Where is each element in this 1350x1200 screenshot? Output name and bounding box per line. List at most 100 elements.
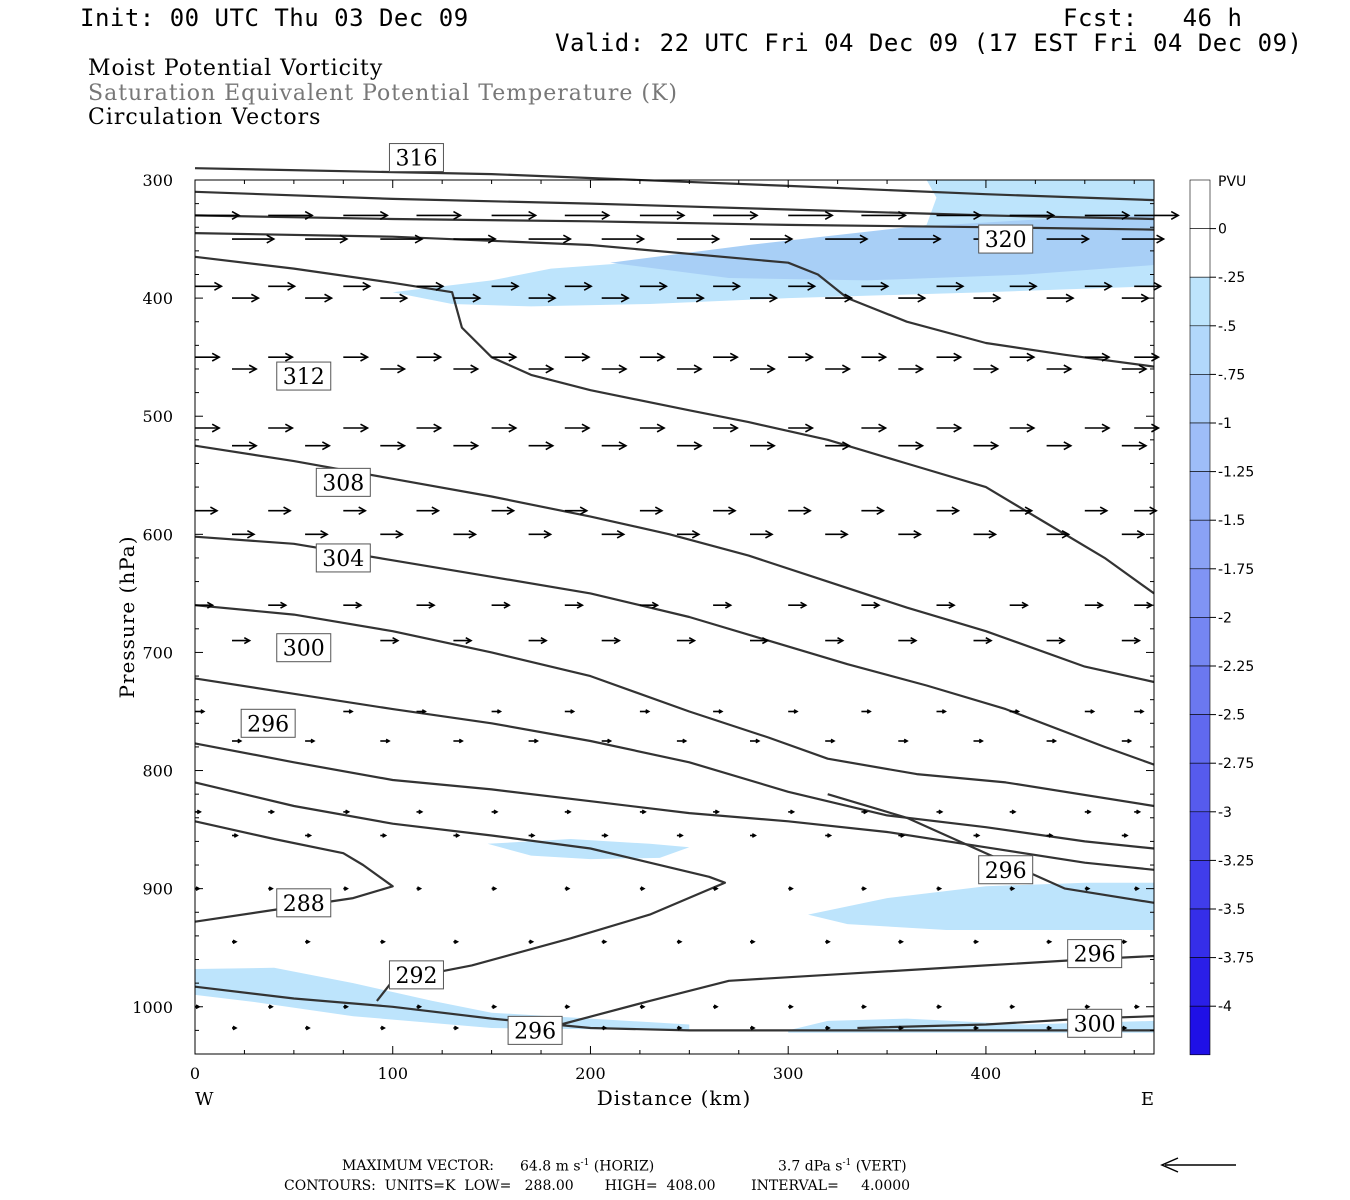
vector-arrow [453, 637, 473, 645]
colorbar-tick-label: -.75 [1218, 367, 1245, 383]
vector-head [602, 939, 608, 945]
vector-head [973, 210, 983, 220]
colorbar-swatch [1189, 568, 1211, 618]
vector-arrow [1121, 1025, 1128, 1031]
vector-arrow [380, 637, 400, 645]
vector-arrow [1121, 364, 1148, 374]
vector-head [691, 529, 701, 539]
vector-arrow [1084, 281, 1113, 291]
vector-arrow [416, 886, 423, 891]
contour-label-296-3: 296 [985, 859, 1027, 884]
vector-arrow [1046, 939, 1053, 945]
vector-arrow [713, 506, 737, 516]
colorbar-tick-label: -2.25 [1218, 659, 1254, 675]
vector-head [693, 441, 703, 451]
vector-head [1024, 506, 1034, 516]
valid-time: Valid: 22 UTC Fri 04 Dec 09 (17 EST Fri … [555, 29, 1303, 57]
vector-arrow [936, 1004, 943, 1010]
vector-head [1063, 441, 1073, 451]
vector-head [613, 637, 621, 645]
vector-head [1061, 529, 1071, 539]
vector-head [1046, 210, 1056, 220]
contour-label-box-8 [315, 543, 371, 573]
vector-head [603, 833, 609, 838]
vector-arrow [973, 833, 981, 838]
vector-head [545, 441, 555, 451]
vector-arrow [601, 529, 626, 539]
vector-head [472, 293, 482, 303]
vector-arrow [639, 352, 666, 362]
vector-arrow [1046, 364, 1073, 374]
vector-head [693, 364, 703, 374]
vector-arrow [936, 352, 963, 362]
vector-head [1086, 809, 1092, 815]
vector-arrow [825, 234, 869, 244]
vector-head [988, 529, 998, 539]
colorbar-tick-label: -4 [1218, 999, 1232, 1015]
vector-arrow [713, 423, 739, 433]
vector-arrow [1134, 1004, 1140, 1010]
contour-312-10 [194, 444, 1155, 684]
vector-arrow [1046, 529, 1071, 539]
vector-arrow [195, 423, 221, 433]
east-label: E [1141, 1089, 1154, 1110]
x-axis-title: Distance (km) [597, 1086, 752, 1110]
vector-arrow [1121, 293, 1150, 303]
vector-head [506, 506, 516, 516]
vector-arrow [861, 506, 886, 516]
vector-head [307, 833, 313, 838]
vector-head [345, 809, 351, 815]
vector-head [677, 939, 683, 945]
vector-arrow [195, 210, 241, 220]
contour-label-308-9: 308 [322, 471, 364, 496]
contour-label-box-2 [240, 708, 296, 738]
vector-arrow [1134, 886, 1140, 891]
vector-arrow [232, 529, 256, 539]
vector-arrow [528, 529, 553, 539]
vector-head [266, 234, 276, 244]
vector-head [1170, 210, 1180, 220]
vector-head [878, 352, 888, 362]
vector-arrow [750, 1025, 756, 1031]
vector-head [576, 601, 585, 609]
contour-label-300-7: 300 [1074, 1012, 1116, 1037]
vector-head [713, 1004, 719, 1010]
vector-head [1047, 1025, 1053, 1031]
vector-arrow [639, 506, 664, 516]
vector-head [339, 234, 349, 244]
vector-head [454, 939, 460, 945]
vector-arrow [676, 529, 701, 539]
vector-arrow [1134, 210, 1180, 220]
vector-head [270, 809, 276, 815]
vector-arrow [825, 738, 836, 744]
vector-head [766, 441, 776, 451]
vector-arrow [750, 234, 794, 244]
circulation-vectors [195, 210, 1180, 1031]
vector-arrow [1046, 441, 1073, 451]
vector-head [863, 809, 869, 815]
vector-head [910, 637, 918, 645]
vector-head [246, 529, 256, 539]
vector-head [784, 234, 794, 244]
vector-arrow [973, 364, 1000, 374]
vector-arrow [825, 441, 852, 451]
contour-296-3 [827, 793, 1155, 904]
contour-info: CONTOURS: UNITS=K LOW= 288.00 HIGH= 408.… [284, 1178, 911, 1194]
vector-arrow [564, 423, 591, 433]
vector-arrow [713, 1004, 719, 1010]
vector-arrow [416, 809, 424, 815]
vector-head [1048, 833, 1054, 838]
vector-head [990, 364, 1000, 374]
vector-head [566, 809, 572, 815]
vector-head [805, 423, 815, 433]
vector-head [695, 293, 705, 303]
vector-head [732, 281, 742, 291]
vector-head [397, 364, 407, 374]
vector-arrow [898, 441, 925, 451]
vector-arrow [1121, 738, 1133, 744]
vector-arrow [1121, 441, 1148, 451]
vector-head [803, 506, 812, 516]
vector-head [1134, 886, 1140, 891]
vector-arrow [788, 709, 799, 714]
y-tick-label: 900 [142, 880, 173, 899]
